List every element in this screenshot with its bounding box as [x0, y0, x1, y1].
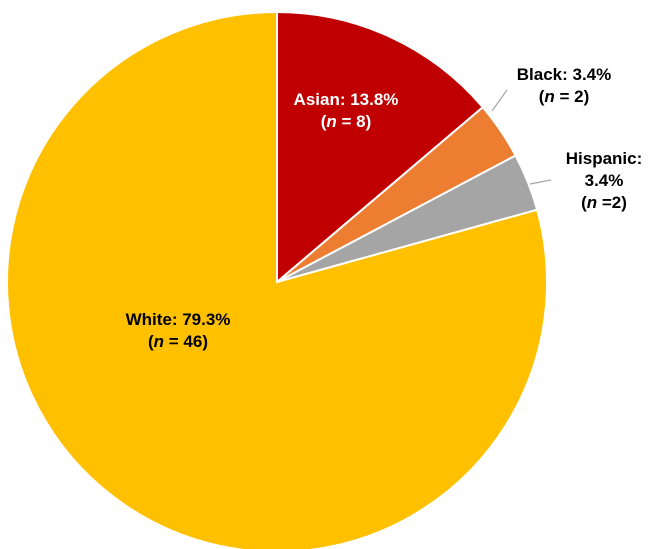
data-label-white: White: 79.3% (n = 46)	[126, 310, 231, 351]
pie-slice-white	[6, 10, 548, 549]
data-label-asian: Asian: 13.8% (n = 8)	[294, 90, 399, 131]
leader-line-hispanic	[529, 179, 552, 185]
pie-slice-asian	[276, 10, 485, 285]
leader-lines	[491, 89, 552, 185]
slice-labels: Asian: 13.8% (n = 8) Black: 3.4% (n = 2) His…	[126, 65, 643, 351]
pie-slices	[6, 10, 548, 549]
data-label-black: Black: 3.4% (n = 2)	[517, 65, 612, 106]
data-label-hispanic: Hispanic: 3.4% (n =2)	[566, 149, 643, 212]
leader-line-black	[491, 89, 508, 112]
